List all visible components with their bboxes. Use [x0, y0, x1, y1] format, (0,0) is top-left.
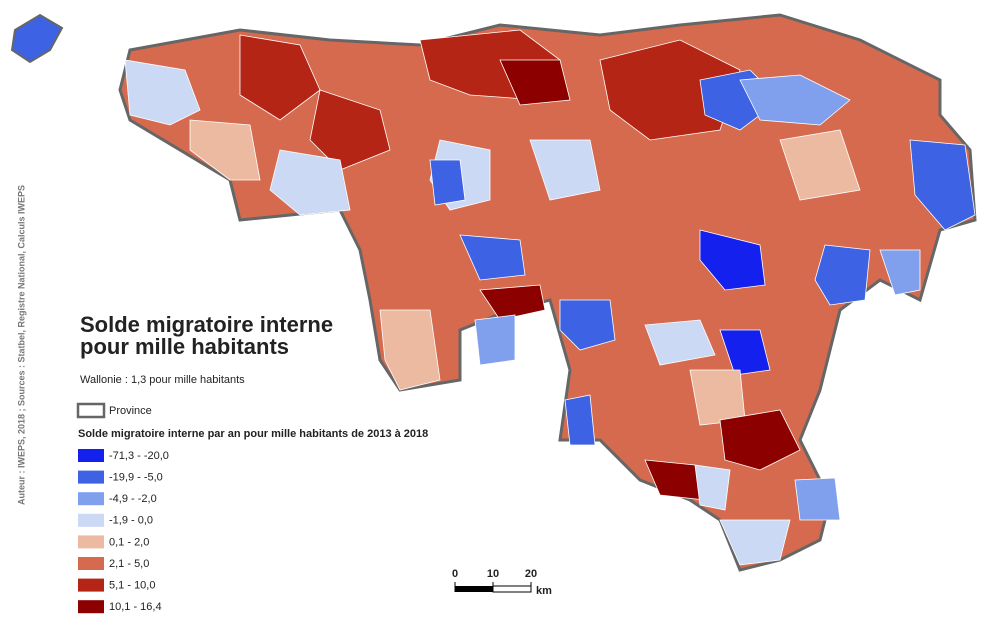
region	[719, 329, 771, 376]
region	[559, 299, 616, 351]
region	[719, 519, 791, 566]
region	[699, 229, 766, 291]
region	[429, 159, 466, 206]
legend-swatch	[78, 578, 104, 592]
scale-bar: 0 10 20 km	[452, 568, 552, 597]
legend-label: -71,3 - -20,0	[109, 450, 169, 462]
region	[739, 74, 851, 126]
region	[794, 477, 841, 521]
region	[879, 249, 921, 296]
legend-swatch	[78, 600, 104, 614]
subtitle: Wallonie : 1,3 pour mille habitants	[80, 374, 245, 386]
legend-swatch	[78, 492, 104, 506]
region	[719, 409, 801, 471]
legend-swatch	[78, 557, 104, 570]
region	[499, 59, 571, 106]
region	[269, 149, 351, 216]
legend-label: -19,9 - -5,0	[109, 472, 163, 484]
scale-segment	[492, 585, 532, 593]
region	[379, 309, 441, 391]
legend-label: 10,1 - 16,4	[109, 601, 162, 613]
region	[644, 319, 716, 366]
region	[189, 119, 261, 181]
choropleth-map	[10, 13, 977, 572]
region	[239, 34, 321, 121]
region	[694, 464, 731, 511]
region	[474, 314, 516, 366]
title-line: Solde migratoire interne	[80, 312, 333, 337]
region	[909, 139, 976, 231]
region	[459, 234, 526, 281]
province-swatch	[76, 402, 106, 419]
region	[564, 394, 596, 446]
legend-label: 2,1 - 5,0	[109, 558, 149, 570]
region	[529, 139, 601, 201]
scale-unit: km	[536, 585, 552, 597]
scale-tick-label: 10	[487, 568, 499, 580]
region	[814, 244, 871, 306]
legend-label: -1,9 - 0,0	[109, 515, 153, 527]
scale-tick-label: 0	[452, 568, 458, 580]
credits: Auteur : IWEPS, 2018 ; Sources : Statbel…	[16, 185, 26, 505]
region	[124, 59, 201, 126]
region	[10, 13, 64, 64]
legend-label: -4,9 - -2,0	[109, 493, 157, 505]
region	[309, 89, 391, 171]
legend-title: Solde migratoire interne par an pour mil…	[78, 428, 428, 440]
legend-label: 0,1 - 2,0	[109, 536, 149, 548]
legend: -71,3 - -20,0 -19,9 - -5,0 -4,9 - -2,0 -1,9…	[78, 449, 169, 614]
region	[479, 284, 546, 321]
legend-label: 5,1 - 10,0	[109, 580, 155, 592]
region	[779, 129, 861, 201]
scale-segment	[455, 586, 493, 592]
legend-swatch	[78, 513, 104, 527]
legend-swatch	[78, 535, 104, 549]
region	[689, 369, 746, 426]
scale-tick-label: 20	[525, 568, 537, 580]
title-line: pour mille habitants	[80, 334, 289, 359]
province-label: Province	[109, 405, 152, 417]
legend-swatch	[78, 470, 104, 484]
legend-swatch	[78, 449, 104, 462]
